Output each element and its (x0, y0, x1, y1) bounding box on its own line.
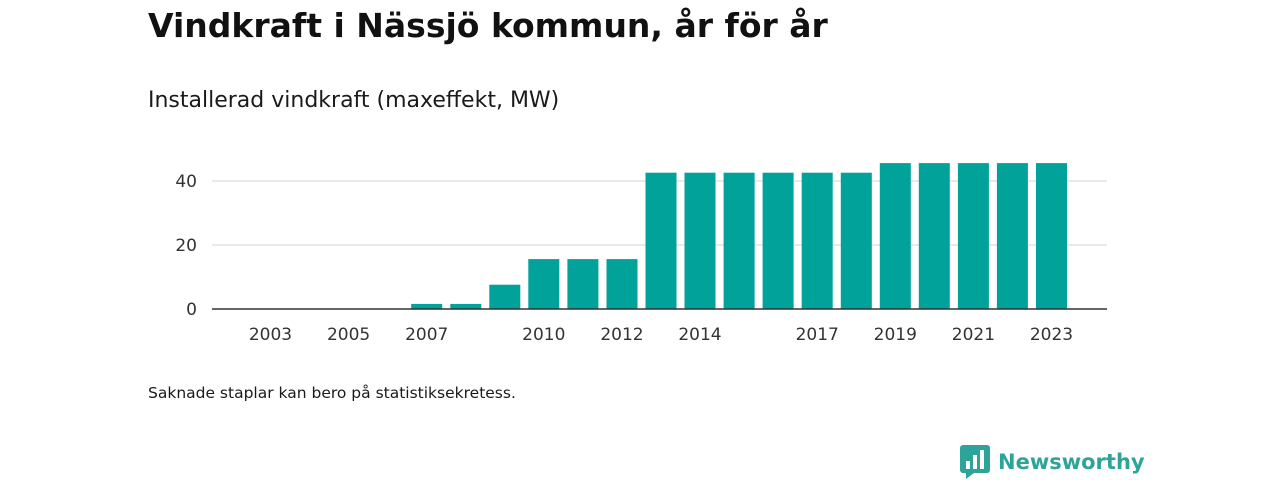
footnote: Saknade staplar kan bero på statistiksek… (148, 384, 516, 402)
x-tick-label-2014: 2014 (678, 325, 721, 345)
newsworthy-logo-icon (960, 445, 990, 479)
bar-2023 (1036, 163, 1067, 309)
bar-2016 (762, 172, 794, 309)
bar-2009 (489, 284, 521, 309)
brand-name: Newsworthy (998, 450, 1145, 474)
bar-2008 (450, 303, 482, 309)
y-axis-ticks: 0 20 40 (175, 172, 197, 320)
x-tick-label-2010: 2010 (522, 325, 565, 345)
chart-title: Vindkraft i Nässjö kommun, år för år (148, 6, 828, 45)
bar-2007 (411, 303, 443, 309)
bar-2020 (918, 163, 950, 309)
x-tick-label-2021: 2021 (952, 325, 995, 345)
x-tick-label-2017: 2017 (796, 325, 839, 345)
y-tick-label: 20 (175, 236, 197, 256)
brand-logo: Newsworthy (960, 445, 1145, 479)
bar-2018 (840, 172, 872, 309)
x-tick-label-2019: 2019 (874, 325, 917, 345)
bar-2010 (528, 259, 560, 309)
x-axis-ticks: 2003 2005 2007 2010 2012 2014 2017 2019 2021 2023 (249, 325, 1073, 345)
chart-subtitle: Installerad vindkraft (maxeffekt, MW) (148, 88, 560, 113)
y-tick-label: 0 (186, 300, 197, 320)
bar-2017 (801, 172, 833, 309)
x-tick-label-2023: 2023 (1030, 325, 1073, 345)
bar-2011 (567, 259, 599, 309)
bar-2013 (645, 172, 677, 309)
bars (411, 163, 1067, 309)
bar-2022 (996, 163, 1028, 309)
bar-2019 (879, 163, 911, 309)
x-tick-label-2012: 2012 (600, 325, 643, 345)
x-tick-label-2005: 2005 (327, 325, 370, 345)
bar-2012 (606, 259, 638, 309)
x-tick-label-2003: 2003 (249, 325, 292, 345)
x-tick-label-2007: 2007 (405, 325, 448, 345)
y-tick-label: 40 (175, 172, 197, 192)
bar-2021 (957, 163, 989, 309)
bar-2015 (723, 172, 755, 309)
bar-2014 (684, 172, 716, 309)
